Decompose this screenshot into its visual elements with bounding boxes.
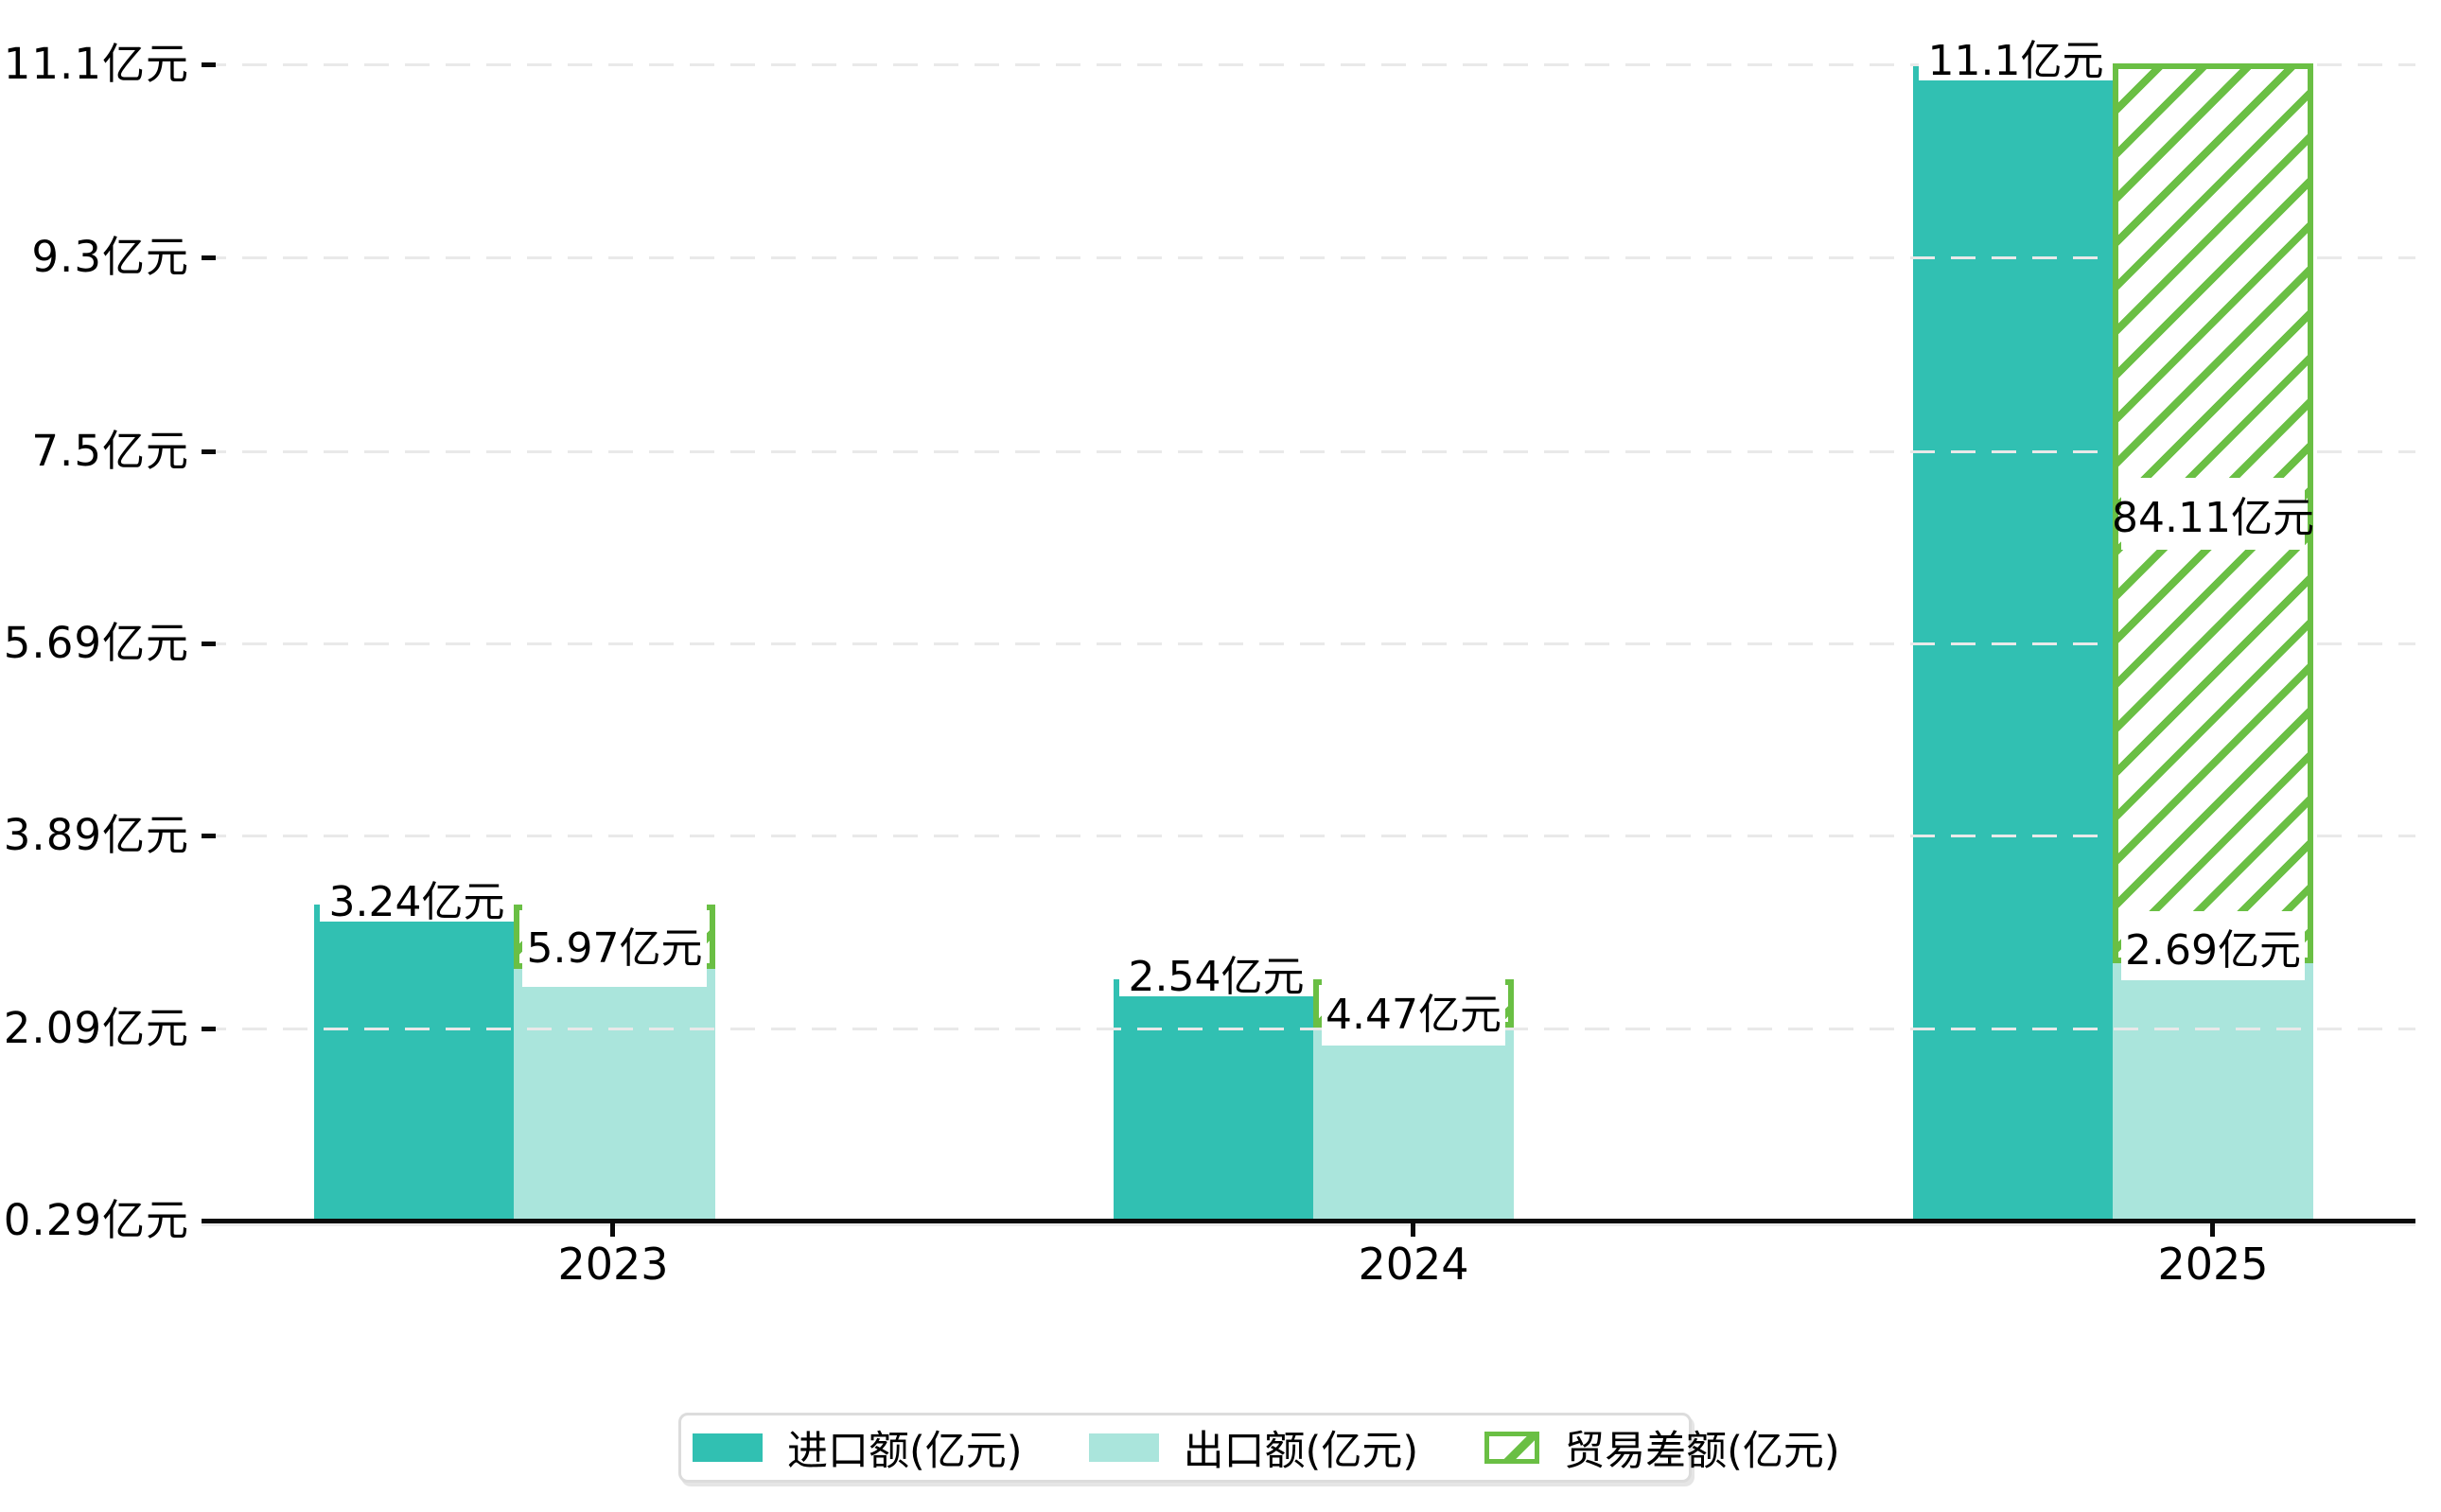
legend: 进口额(亿元) 出口额(亿元) 贸易差额(亿元) bbox=[678, 1413, 1840, 1483]
y-axis-label: 2.09亿元 bbox=[3, 1003, 189, 1053]
data-label-trade-balance-2023: 5.97亿元 bbox=[522, 901, 707, 987]
gridline bbox=[202, 450, 2415, 453]
y-axis-label: 9.3亿元 bbox=[31, 232, 189, 282]
bar-import-2024[interactable] bbox=[1114, 979, 1313, 1221]
legend-label-import: 进口额(亿元) bbox=[787, 1428, 1023, 1475]
y-axis-label: 5.69亿元 bbox=[3, 618, 189, 668]
gridline bbox=[202, 256, 2415, 259]
bar-export-2023[interactable] bbox=[514, 969, 715, 1221]
y-tick bbox=[202, 62, 216, 67]
x-tick bbox=[2210, 1222, 2215, 1237]
legend-entry-trade-balance[interactable]: 贸易差额(亿元) bbox=[1484, 1418, 1840, 1477]
bar-export-2024[interactable] bbox=[1313, 1028, 1514, 1221]
data-label-import-2024: 2.54亿元 bbox=[1119, 949, 1313, 1001]
y-axis-label: 7.5亿元 bbox=[31, 426, 189, 476]
data-label-trade-balance-2024: 4.47亿元 bbox=[1322, 976, 1505, 1046]
x-axis-label-2023: 2023 bbox=[557, 1239, 669, 1290]
legend-label-export: 出口额(亿元) bbox=[1183, 1428, 1419, 1475]
legend-label-trade-balance: 贸易差额(亿元) bbox=[1564, 1428, 1840, 1475]
trade-balance-hatch-swatch-icon bbox=[1484, 1432, 1540, 1464]
import-swatch-icon bbox=[693, 1433, 763, 1462]
gridline bbox=[202, 835, 2415, 837]
gridline bbox=[202, 63, 2415, 66]
gridline bbox=[202, 642, 2415, 645]
x-tick bbox=[1411, 1222, 1415, 1237]
x-axis-label-2025: 2025 bbox=[2157, 1239, 2269, 1290]
legend-entry-export[interactable]: 出口额(亿元) bbox=[1088, 1418, 1419, 1477]
data-label-import-2023: 3.24亿元 bbox=[320, 874, 514, 926]
export-swatch-icon bbox=[1088, 1433, 1159, 1462]
bar-export-2025[interactable] bbox=[2113, 963, 2313, 1221]
x-tick bbox=[610, 1222, 615, 1237]
x-axis-line bbox=[202, 1219, 2415, 1223]
y-tick bbox=[202, 642, 216, 646]
gridline bbox=[202, 1028, 2415, 1030]
x-axis-label-2024: 2024 bbox=[1358, 1239, 1469, 1290]
y-tick bbox=[202, 1027, 216, 1031]
legend-entry-import[interactable]: 进口额(亿元) bbox=[693, 1418, 1023, 1477]
data-label-trade-balance-2025: 84.11亿元 bbox=[2112, 478, 2314, 550]
y-tick bbox=[202, 449, 216, 454]
bar-import-2023[interactable] bbox=[314, 905, 514, 1221]
data-label-import-2025: 11.1亿元 bbox=[1919, 33, 2113, 85]
data-label-export-2025: 2.69亿元 bbox=[2121, 911, 2305, 980]
y-tick bbox=[202, 255, 216, 260]
y-axis-label: 3.89亿元 bbox=[3, 810, 189, 860]
y-axis-label: 0.29亿元 bbox=[3, 1195, 189, 1245]
y-axis-label: 11.1亿元 bbox=[3, 39, 189, 89]
y-tick bbox=[202, 834, 216, 838]
